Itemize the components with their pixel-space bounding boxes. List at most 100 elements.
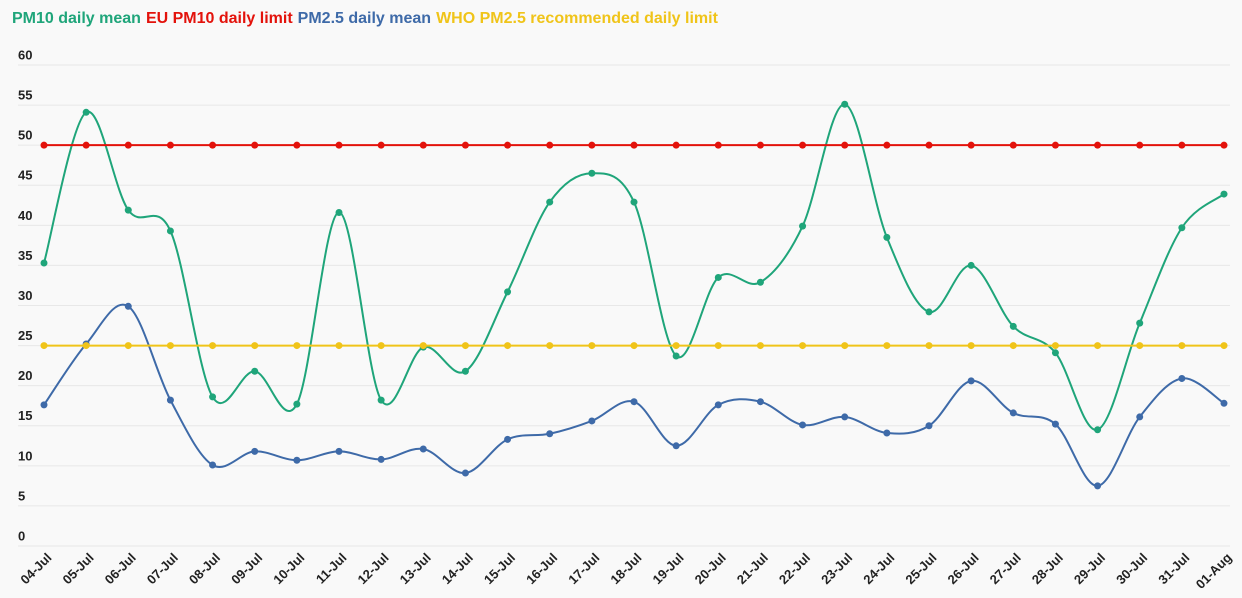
data-point — [377, 455, 385, 463]
data-point — [630, 342, 638, 350]
y-tick-label: 60 — [18, 47, 32, 62]
y-tick-label: 10 — [18, 448, 32, 463]
data-point — [504, 435, 512, 443]
series-line — [43, 303, 1225, 487]
y-tick-label: 40 — [18, 208, 32, 223]
data-point — [461, 367, 469, 375]
data-point — [630, 398, 638, 406]
data-point — [82, 108, 90, 116]
y-tick-label: 30 — [18, 288, 32, 303]
x-tick-label: 14-Jul — [439, 550, 476, 587]
data-point — [293, 456, 301, 464]
data-point — [672, 141, 680, 149]
x-tick-label: 27-Jul — [987, 550, 1024, 587]
data-point — [40, 342, 48, 350]
data-point — [40, 401, 48, 409]
y-tick-label: 0 — [18, 528, 25, 543]
data-point — [209, 393, 217, 401]
data-point — [1009, 322, 1017, 330]
data-point — [1051, 420, 1059, 428]
data-point — [1094, 426, 1102, 434]
data-point — [1051, 342, 1059, 350]
data-point — [293, 141, 301, 149]
data-point — [1051, 349, 1059, 357]
data-point — [841, 342, 849, 350]
data-point — [377, 141, 385, 149]
x-tick-label: 15-Jul — [481, 550, 518, 587]
data-point — [841, 413, 849, 421]
x-tick-label: 09-Jul — [228, 550, 265, 587]
data-point — [504, 342, 512, 350]
x-tick-label: 06-Jul — [102, 550, 139, 587]
x-tick-label: 05-Jul — [60, 550, 97, 587]
data-point — [251, 342, 259, 350]
data-point — [967, 141, 975, 149]
data-point — [1051, 141, 1059, 149]
y-tick-label: 5 — [18, 488, 25, 503]
data-point — [967, 261, 975, 269]
x-tick-label: 18-Jul — [607, 550, 644, 587]
data-point — [883, 429, 891, 437]
x-tick-label: 12-Jul — [355, 550, 392, 587]
data-point — [461, 141, 469, 149]
data-point — [419, 342, 427, 350]
data-point — [756, 141, 764, 149]
data-point — [1009, 342, 1017, 350]
legend-entry: PM2.5 daily mean — [297, 10, 432, 27]
data-point — [588, 169, 596, 177]
y-tick-label: 15 — [18, 408, 32, 423]
data-point — [925, 422, 933, 430]
data-point — [1220, 342, 1228, 350]
data-point — [841, 141, 849, 149]
legend: PM10 daily mean EU PM10 daily limit PM2.5 … — [12, 10, 723, 28]
y-tick-label: 45 — [18, 168, 32, 183]
data-point — [1220, 399, 1228, 407]
data-point — [377, 342, 385, 350]
x-tick-label: 10-Jul — [270, 550, 307, 587]
data-point — [209, 342, 217, 350]
data-point — [166, 342, 174, 350]
x-tick-label: 04-Jul — [17, 550, 54, 587]
data-point — [672, 342, 680, 350]
data-point — [588, 342, 596, 350]
data-point — [756, 278, 764, 286]
data-point — [1220, 141, 1228, 149]
data-point — [1094, 342, 1102, 350]
data-point — [82, 141, 90, 149]
data-point — [124, 342, 132, 350]
x-tick-label: 28-Jul — [1029, 550, 1066, 587]
data-point — [377, 396, 385, 404]
x-tick-label: 17-Jul — [565, 550, 602, 587]
x-tick-label: 16-Jul — [523, 550, 560, 587]
data-point — [756, 398, 764, 406]
data-point — [799, 222, 807, 230]
data-point — [756, 342, 764, 350]
x-tick-label: 01-Aug — [1193, 550, 1235, 592]
data-point — [841, 100, 849, 108]
data-point — [672, 442, 680, 450]
data-point — [124, 141, 132, 149]
data-point — [166, 227, 174, 235]
data-point — [1094, 141, 1102, 149]
data-point — [714, 141, 722, 149]
y-tick-label: 55 — [18, 88, 32, 103]
x-tick-label: 26-Jul — [945, 550, 982, 587]
data-point — [588, 417, 596, 425]
data-point — [504, 141, 512, 149]
x-tick-label: 31-Jul — [1155, 550, 1192, 587]
data-point — [1136, 141, 1144, 149]
x-tick-label: 21-Jul — [734, 550, 771, 587]
data-point — [335, 141, 343, 149]
y-tick-label: 50 — [18, 128, 32, 143]
data-point — [504, 288, 512, 296]
data-point — [209, 461, 217, 469]
data-point — [40, 141, 48, 149]
x-tick-label: 07-Jul — [144, 550, 181, 587]
data-point — [1178, 342, 1186, 350]
x-tick-label: 20-Jul — [692, 550, 729, 587]
data-point — [166, 396, 174, 404]
data-point — [419, 141, 427, 149]
x-tick-label: 11-Jul — [313, 550, 350, 587]
x-tick-label: 19-Jul — [650, 550, 687, 587]
x-tick-label: 22-Jul — [776, 550, 813, 587]
